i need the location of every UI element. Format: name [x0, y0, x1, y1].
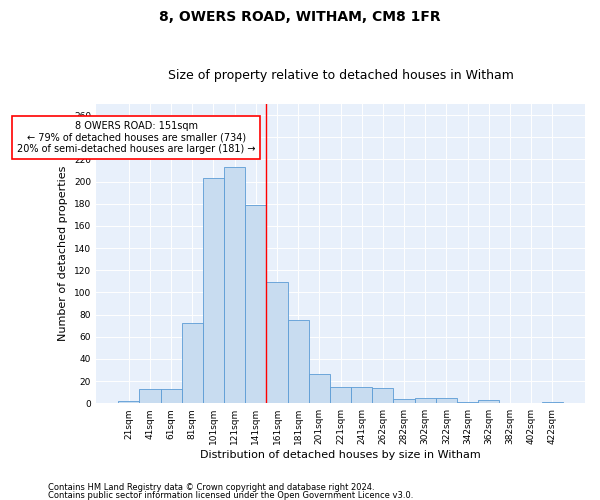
- Bar: [351, 386, 372, 403]
- Bar: [542, 402, 563, 403]
- Text: 8 OWERS ROAD: 151sqm
← 79% of detached houses are smaller (734)
20% of semi-deta: 8 OWERS ROAD: 151sqm ← 79% of detached h…: [17, 120, 256, 154]
- X-axis label: Distribution of detached houses by size in Witham: Distribution of detached houses by size …: [200, 450, 481, 460]
- Bar: [182, 324, 203, 403]
- Bar: [224, 167, 245, 403]
- Bar: [330, 386, 351, 403]
- Bar: [457, 402, 478, 403]
- Bar: [372, 388, 394, 403]
- Text: 8, OWERS ROAD, WITHAM, CM8 1FR: 8, OWERS ROAD, WITHAM, CM8 1FR: [159, 10, 441, 24]
- Bar: [161, 389, 182, 403]
- Bar: [436, 398, 457, 403]
- Bar: [203, 178, 224, 403]
- Bar: [139, 389, 161, 403]
- Y-axis label: Number of detached properties: Number of detached properties: [58, 166, 68, 342]
- Bar: [266, 282, 287, 403]
- Bar: [118, 401, 139, 403]
- Text: Contains public sector information licensed under the Open Government Licence v3: Contains public sector information licen…: [48, 490, 413, 500]
- Title: Size of property relative to detached houses in Witham: Size of property relative to detached ho…: [167, 69, 514, 82]
- Bar: [245, 205, 266, 403]
- Bar: [394, 399, 415, 403]
- Bar: [309, 374, 330, 403]
- Bar: [415, 398, 436, 403]
- Bar: [478, 400, 499, 403]
- Text: Contains HM Land Registry data © Crown copyright and database right 2024.: Contains HM Land Registry data © Crown c…: [48, 484, 374, 492]
- Bar: [287, 320, 309, 403]
